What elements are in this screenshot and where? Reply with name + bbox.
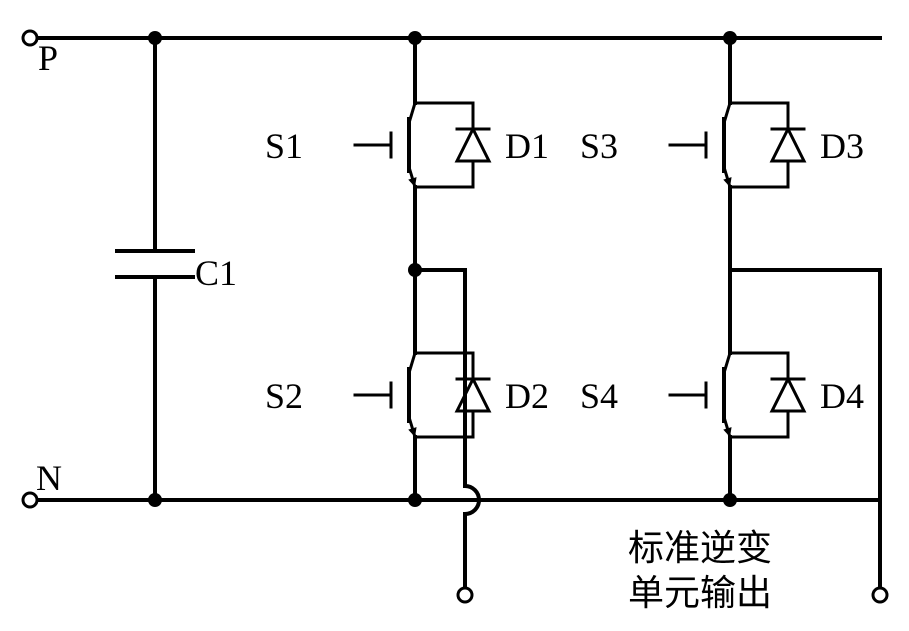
label-p: P xyxy=(38,38,58,78)
label-d1: D1 xyxy=(505,126,549,166)
label-c1: C1 xyxy=(195,253,237,293)
label-d2: D2 xyxy=(505,376,549,416)
circuit-diagram: P N C1 S1 D1 S2 D2 S3 D3 S4 D4 标准逆变单元输出 xyxy=(0,0,909,631)
label-s2: S2 xyxy=(265,376,303,416)
igbt-s1: S1 D1 xyxy=(265,95,549,195)
label-output-1: 标准逆变 xyxy=(628,528,772,568)
igbt-s4: S4 D4 xyxy=(580,345,864,445)
label-d4: D4 xyxy=(820,376,864,416)
igbt-s3: S3 D3 xyxy=(580,95,864,195)
label-output-2: 单元输出 xyxy=(628,573,772,613)
label-s4: S4 xyxy=(580,376,618,416)
label-d3: D3 xyxy=(820,126,864,166)
label-s3: S3 xyxy=(580,126,618,166)
label-s1: S1 xyxy=(265,126,303,166)
label-n: N xyxy=(36,458,62,498)
igbt-s2: S2 D2 xyxy=(265,345,549,445)
